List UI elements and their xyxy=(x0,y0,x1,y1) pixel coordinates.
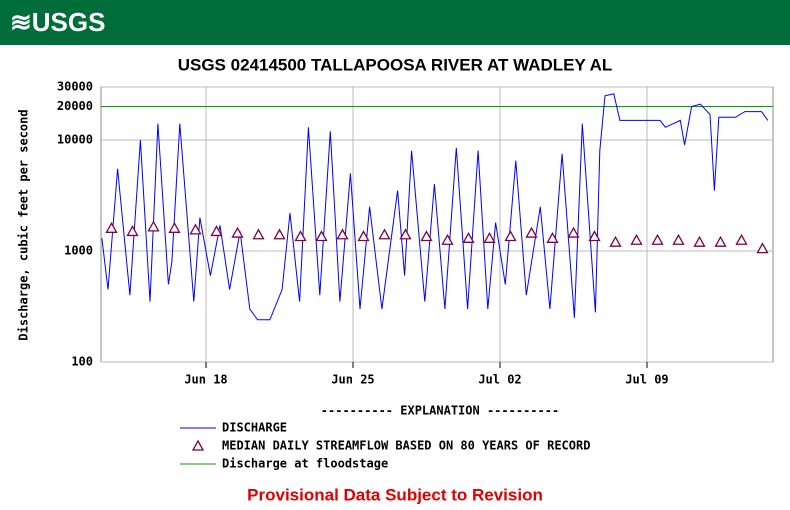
median-marker xyxy=(525,226,538,238)
median-marker xyxy=(420,230,433,242)
median-marker xyxy=(672,233,685,245)
median-marker xyxy=(651,233,664,245)
median-marker xyxy=(105,221,118,233)
median-marker xyxy=(189,223,202,235)
median-marker xyxy=(399,228,412,240)
median-marker xyxy=(357,230,370,242)
header-bar xyxy=(0,0,790,45)
median-marker xyxy=(588,230,601,242)
chart-title: USGS 02414500 TALLAPOOSA RIVER AT WADLEY… xyxy=(178,55,613,74)
median-marker xyxy=(126,225,139,237)
median-marker xyxy=(441,233,454,245)
footnote: Provisional Data Subject to Revision xyxy=(247,485,543,504)
y-tick-label: 20000 xyxy=(57,99,93,113)
median-marker xyxy=(735,233,748,245)
x-tick-label: Jun 18 xyxy=(184,373,227,387)
y-tick-label: 10000 xyxy=(57,132,93,146)
median-marker xyxy=(714,235,727,247)
y-axis-label: Discharge, cubic feet per second xyxy=(17,109,31,340)
median-marker xyxy=(567,226,580,238)
median-marker xyxy=(504,230,517,242)
discharge-line xyxy=(101,93,769,321)
median-marker xyxy=(147,220,160,232)
median-marker xyxy=(378,228,391,240)
y-tick-label: 1000 xyxy=(64,243,93,257)
median-marker xyxy=(252,228,265,240)
x-tick-label: Jun 25 xyxy=(331,373,374,387)
legend-label: MEDIAN DAILY STREAMFLOW BASED ON 80 YEAR… xyxy=(222,439,590,453)
legend-label: Discharge at floodstage xyxy=(222,457,388,471)
x-tick-label: Jul 09 xyxy=(625,373,668,387)
median-marker xyxy=(168,221,181,233)
median-marker xyxy=(630,233,643,245)
median-marker xyxy=(336,228,349,240)
median-marker xyxy=(210,225,223,237)
y-tick-label: 100 xyxy=(71,355,93,369)
legend-marker xyxy=(191,439,205,451)
median-marker xyxy=(273,228,286,240)
plot-area xyxy=(100,86,774,363)
median-marker xyxy=(693,235,706,247)
median-marker xyxy=(231,226,244,238)
x-tick-label: Jul 02 xyxy=(478,373,521,387)
median-marker xyxy=(483,231,496,243)
median-marker xyxy=(315,230,328,242)
median-marker xyxy=(546,231,559,243)
y-tick-label: 30000 xyxy=(57,80,93,94)
legend-title: ---------- EXPLANATION ---------- xyxy=(321,404,559,418)
median-marker xyxy=(462,231,475,243)
median-marker xyxy=(609,235,622,247)
median-marker xyxy=(294,230,307,242)
legend-label: DISCHARGE xyxy=(222,421,287,435)
median-marker xyxy=(756,242,769,254)
logo: ≋USGS xyxy=(10,7,105,37)
